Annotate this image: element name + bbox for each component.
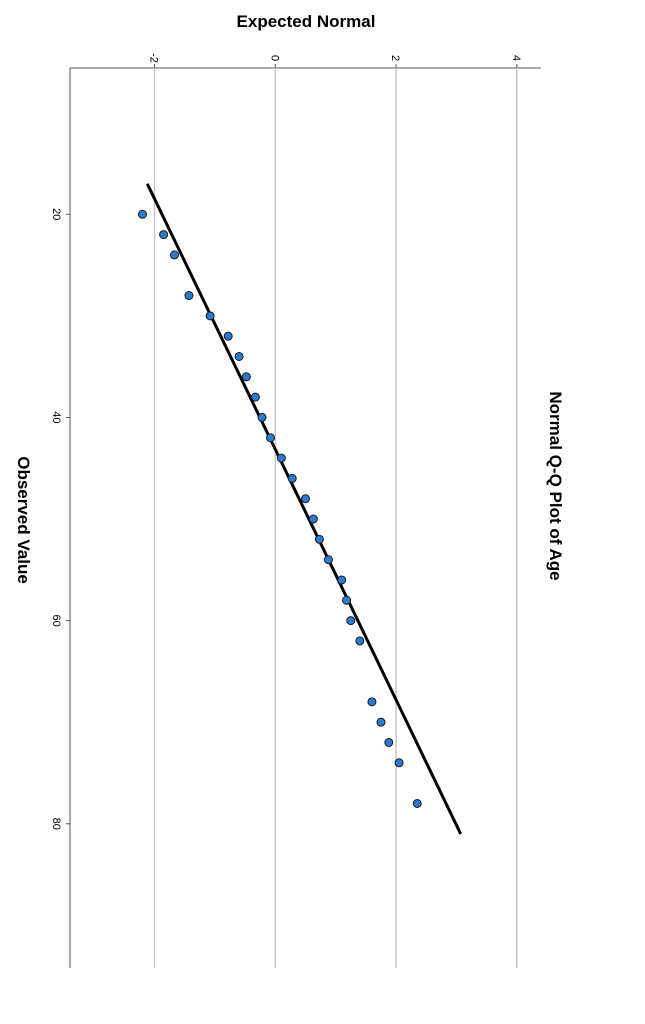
y-axis-title: Expected Normal	[237, 12, 376, 31]
grid-lines	[153, 68, 518, 968]
data-point	[287, 473, 297, 483]
data-point	[234, 351, 244, 361]
data-point	[367, 697, 377, 707]
data-point	[355, 636, 365, 646]
data-point	[184, 291, 194, 301]
data-point	[323, 555, 333, 565]
data-point	[169, 250, 179, 260]
data-point	[342, 595, 352, 605]
x-tick-label: 60	[50, 614, 62, 626]
x-tick-label: 80	[50, 818, 62, 830]
data-point	[376, 717, 386, 727]
data-point	[337, 575, 347, 585]
x-tick-label: 40	[50, 411, 62, 423]
x-tick-label: 20	[50, 208, 62, 220]
data-point	[205, 311, 215, 321]
chart-title: Normal Q-Q Plot of Age	[546, 391, 565, 580]
y-tick-label: 2	[389, 55, 401, 61]
points-group	[137, 209, 422, 808]
data-point	[257, 412, 267, 422]
data-point	[301, 494, 310, 504]
data-point	[250, 392, 260, 402]
data-point	[314, 534, 324, 544]
data-point	[412, 798, 422, 808]
x-axis-title: Observed Value	[14, 456, 33, 584]
data-point	[308, 514, 318, 524]
y-tick-label: 0	[268, 55, 280, 61]
data-point	[137, 209, 147, 219]
reference-line-group	[145, 183, 463, 835]
data-point	[241, 372, 251, 382]
data-point	[276, 453, 286, 463]
reference-line	[145, 183, 463, 835]
data-point	[384, 737, 394, 747]
y-tick-labels: -2 0 2 4	[148, 53, 522, 68]
data-point	[159, 230, 169, 240]
x-tick-labels: 20 40 60 80	[50, 208, 70, 830]
y-tick-label: 4	[510, 55, 522, 61]
data-point	[223, 331, 233, 341]
data-point	[394, 758, 404, 768]
data-point	[346, 616, 356, 626]
data-point	[265, 433, 275, 443]
y-tick-label: -2	[148, 53, 160, 63]
